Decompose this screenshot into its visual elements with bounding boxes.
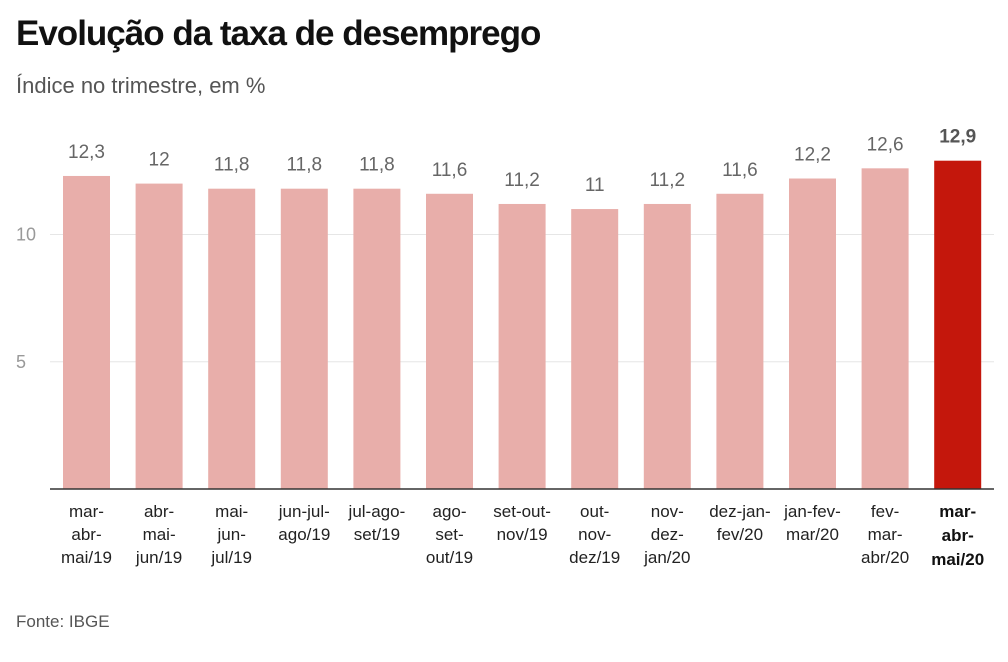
bar	[934, 160, 982, 489]
value-label: 12,6	[867, 134, 904, 155]
bar	[208, 188, 256, 489]
chart-title: Evolução da taxa de desemprego	[16, 14, 541, 53]
x-tick-label: out-	[580, 502, 609, 521]
value-label: 12,2	[794, 145, 831, 166]
x-tick-label: mar-	[939, 502, 976, 521]
y-tick-label: 5	[16, 352, 26, 372]
x-tick-label: mar-	[69, 502, 104, 521]
value-label: 11,6	[432, 160, 468, 181]
x-tick-label: set-	[435, 525, 463, 544]
source-note: Fonte: IBGE	[16, 612, 110, 631]
x-tick-label: abr/20	[861, 548, 909, 567]
bar	[135, 183, 183, 489]
x-tick-label: set/19	[354, 525, 400, 544]
x-tick-label: out/19	[426, 548, 473, 567]
x-tick-label: abr-	[144, 502, 174, 521]
x-tick-label: jul-ago-	[348, 502, 406, 521]
x-tick-label: abr-	[71, 525, 101, 544]
x-tick-label: nov-	[651, 502, 684, 521]
x-tick-label: jun-jul-	[278, 502, 330, 521]
x-tick-label: jun/19	[135, 548, 182, 567]
x-tick-label: fev-	[871, 502, 899, 521]
value-label: 11,8	[214, 155, 250, 176]
bar	[353, 188, 401, 489]
x-tick-label: nov/19	[497, 525, 548, 544]
bar	[280, 188, 328, 489]
value-label: 11,8	[287, 155, 323, 176]
bar	[789, 178, 836, 489]
bar	[716, 193, 764, 489]
x-tick-label: jul/19	[210, 548, 252, 567]
bar	[498, 203, 546, 489]
value-label: 11,2	[504, 170, 540, 191]
labels: 12,3 mar-abr-mai/19 12 abr-mai-jun/19 11,8 ma…	[61, 127, 984, 569]
bar	[426, 193, 473, 489]
x-tick-label: set-out-	[493, 502, 551, 521]
value-label: 11,8	[359, 155, 395, 176]
bar	[63, 175, 110, 489]
value-label: 12,3	[68, 142, 105, 163]
chart-subtitle: Índice no trimestre, em %	[16, 73, 266, 98]
bar	[861, 168, 909, 489]
x-tick-label: mai/19	[61, 548, 112, 567]
x-tick-label: mar/20	[786, 525, 839, 544]
bar	[571, 209, 619, 490]
value-label: 12	[149, 150, 170, 171]
x-tick-label: abr-	[942, 526, 974, 545]
x-tick-label: mar-	[868, 525, 903, 544]
y-tick-label: 10	[16, 225, 36, 245]
value-label: 11	[585, 175, 605, 196]
x-tick-label: jan-fev-	[783, 502, 841, 521]
x-tick-label: ago/19	[278, 525, 330, 544]
x-tick-label: mai-	[215, 502, 248, 521]
x-tick-label: nov-	[578, 525, 611, 544]
x-tick-label: jan/20	[643, 548, 690, 567]
x-tick-label: ago-	[432, 502, 466, 521]
value-label: 11,2	[650, 170, 686, 191]
bar	[643, 203, 691, 489]
x-tick-label: mai-	[143, 525, 176, 544]
x-tick-label: jun-	[217, 525, 246, 544]
value-label: 12,9	[939, 127, 976, 148]
x-tick-label: fev/20	[717, 525, 763, 544]
bars	[63, 160, 982, 490]
value-label: 11,6	[722, 160, 758, 181]
x-tick-label: dez-jan-	[709, 502, 770, 521]
x-tick-label: dez/19	[569, 548, 620, 567]
x-tick-label: mai/20	[931, 550, 984, 569]
x-tick-label: dez-	[651, 525, 684, 544]
